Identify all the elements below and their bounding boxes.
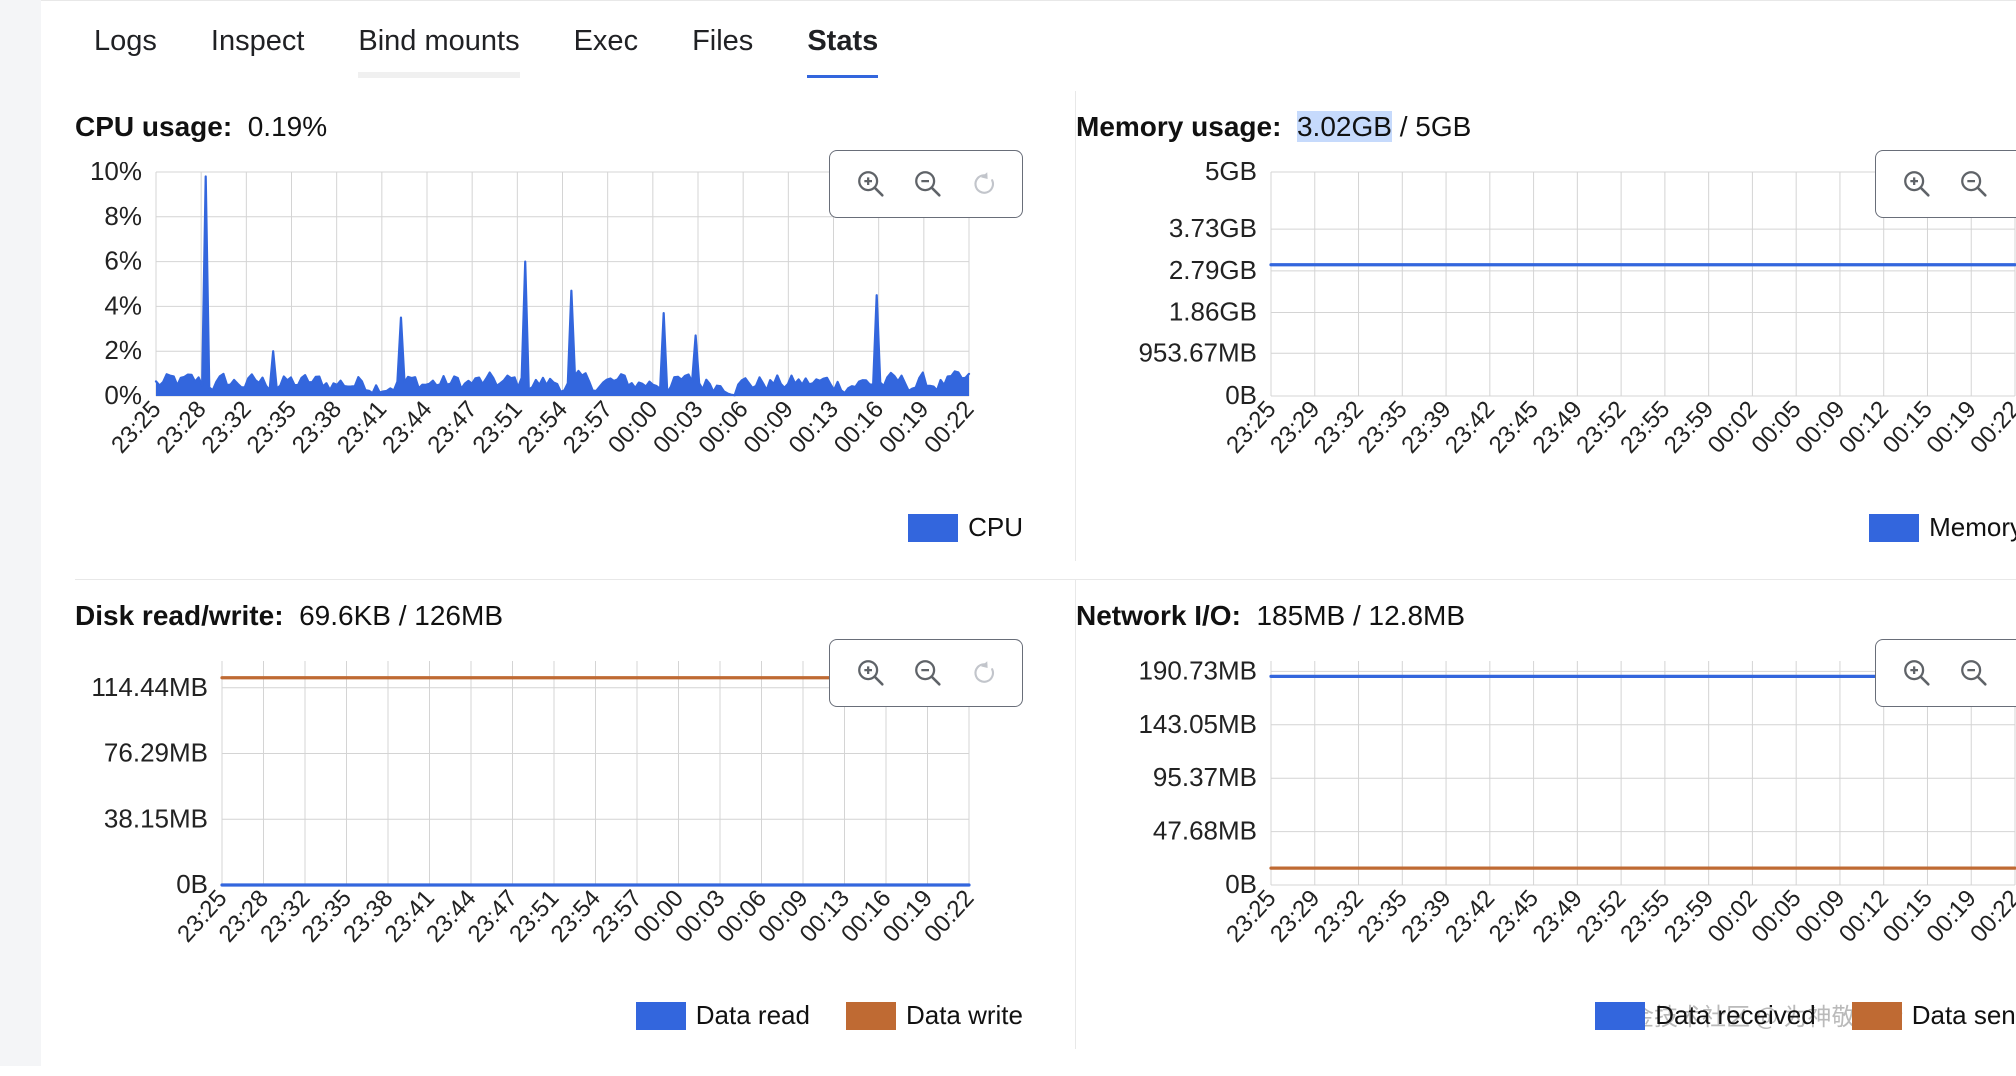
- svg-text:95.37MB: 95.37MB: [1153, 762, 1257, 792]
- svg-text:00:02: 00:02: [1703, 885, 1763, 948]
- svg-text:23:35: 23:35: [1352, 396, 1412, 459]
- svg-text:47.68MB: 47.68MB: [1153, 816, 1257, 846]
- svg-text:23:39: 23:39: [1396, 885, 1456, 948]
- svg-text:23:42: 23:42: [1440, 396, 1500, 459]
- svg-text:23:32: 23:32: [1309, 396, 1369, 459]
- svg-text:00:19: 00:19: [1921, 885, 1981, 948]
- svg-text:00:13: 00:13: [784, 396, 844, 459]
- svg-text:23:57: 23:57: [558, 396, 618, 459]
- svg-text:00:06: 00:06: [693, 396, 753, 459]
- svg-text:00:19: 00:19: [874, 396, 934, 459]
- svg-text:00:16: 00:16: [829, 396, 889, 459]
- svg-text:0%: 0%: [104, 380, 142, 410]
- svg-text:00:15: 00:15: [1878, 885, 1938, 948]
- svg-text:190.73MB: 190.73MB: [1138, 655, 1257, 685]
- svg-text:00:00: 00:00: [603, 396, 663, 459]
- svg-text:23:45: 23:45: [1484, 885, 1544, 948]
- svg-text:23:44: 23:44: [377, 396, 437, 459]
- svg-text:23:59: 23:59: [1659, 396, 1719, 459]
- svg-text:953.67MB: 953.67MB: [1138, 337, 1257, 367]
- svg-text:00:12: 00:12: [1834, 396, 1894, 459]
- svg-text:1.86GB: 1.86GB: [1169, 297, 1257, 327]
- svg-text:23:39: 23:39: [1396, 396, 1456, 459]
- svg-text:38.15MB: 38.15MB: [104, 803, 208, 833]
- svg-text:23:29: 23:29: [1265, 885, 1325, 948]
- svg-text:00:19: 00:19: [1921, 396, 1981, 459]
- svg-text:23:29: 23:29: [1265, 396, 1325, 459]
- svg-text:23:49: 23:49: [1528, 885, 1588, 948]
- svg-text:00:02: 00:02: [1703, 396, 1763, 459]
- svg-text:00:12: 00:12: [1834, 885, 1894, 948]
- svg-text:00:09: 00:09: [739, 396, 799, 459]
- svg-text:23:49: 23:49: [1528, 396, 1588, 459]
- svg-text:4%: 4%: [104, 290, 142, 320]
- svg-text:00:05: 00:05: [1746, 885, 1806, 948]
- svg-text:2.79GB: 2.79GB: [1169, 255, 1257, 285]
- svg-text:10%: 10%: [90, 162, 142, 186]
- svg-text:00:22: 00:22: [1965, 885, 2016, 948]
- svg-text:23:52: 23:52: [1571, 885, 1631, 948]
- svg-text:23:32: 23:32: [1309, 885, 1369, 948]
- svg-text:76.29MB: 76.29MB: [104, 738, 208, 768]
- svg-text:6%: 6%: [104, 246, 142, 276]
- svg-text:23:32: 23:32: [197, 396, 257, 459]
- svg-text:23:41: 23:41: [332, 396, 392, 459]
- svg-text:00:15: 00:15: [1878, 396, 1938, 459]
- svg-text:00:09: 00:09: [1790, 396, 1850, 459]
- svg-text:23:45: 23:45: [1484, 396, 1544, 459]
- svg-text:8%: 8%: [104, 201, 142, 231]
- svg-text:00:22: 00:22: [919, 396, 979, 459]
- svg-text:23:55: 23:55: [1615, 396, 1675, 459]
- svg-text:143.05MB: 143.05MB: [1138, 709, 1257, 739]
- svg-text:23:35: 23:35: [242, 396, 302, 459]
- svg-text:23:59: 23:59: [1659, 885, 1719, 948]
- svg-text:23:52: 23:52: [1571, 396, 1631, 459]
- svg-text:23:28: 23:28: [151, 396, 211, 459]
- svg-text:00:22: 00:22: [1965, 396, 2016, 459]
- svg-text:00:05: 00:05: [1746, 396, 1806, 459]
- svg-text:23:55: 23:55: [1615, 885, 1675, 948]
- svg-text:23:54: 23:54: [513, 396, 573, 459]
- svg-text:23:51: 23:51: [468, 396, 528, 459]
- svg-text:00:09: 00:09: [1790, 885, 1850, 948]
- svg-text:23:38: 23:38: [287, 396, 347, 459]
- svg-text:23:35: 23:35: [1352, 885, 1412, 948]
- svg-text:5GB: 5GB: [1205, 162, 1257, 186]
- svg-text:114.44MB: 114.44MB: [91, 672, 208, 702]
- svg-text:00:03: 00:03: [648, 396, 708, 459]
- svg-text:3.73GB: 3.73GB: [1169, 213, 1257, 243]
- svg-text:2%: 2%: [104, 335, 142, 365]
- svg-text:23:47: 23:47: [422, 396, 482, 459]
- svg-text:23:42: 23:42: [1440, 885, 1500, 948]
